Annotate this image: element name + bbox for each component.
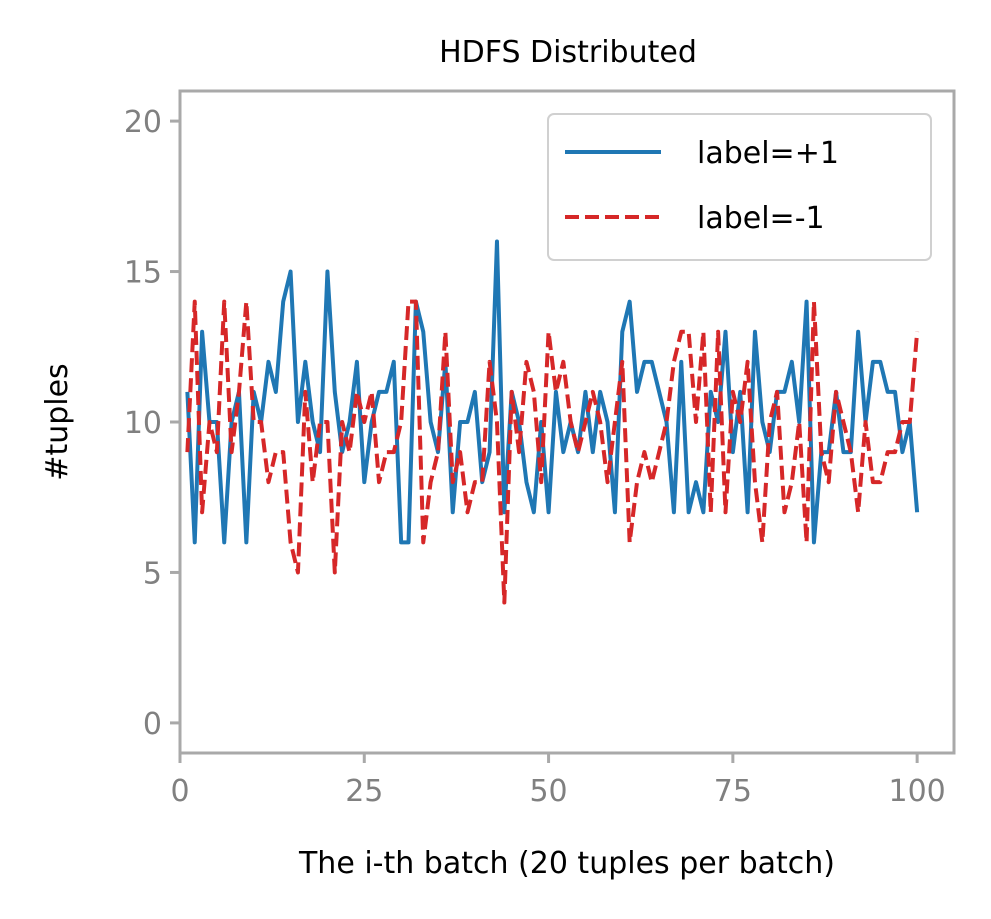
- y-axis: 0 5 10 15 20: [124, 105, 180, 742]
- series-layer: [185, 239, 920, 605]
- y-tick-label: 15: [124, 256, 162, 291]
- x-tick-label: 75: [714, 774, 752, 809]
- series-line-label-minus-1: [185, 299, 920, 605]
- y-tick-label: 0: [143, 707, 162, 742]
- y-tick-label: 10: [124, 406, 162, 441]
- y-axis-title: #tuples: [40, 363, 75, 480]
- legend-label-plus-1: label=+1: [697, 136, 839, 171]
- series-line-label-plus-1: [185, 239, 920, 545]
- y-tick-label: 5: [143, 556, 162, 591]
- y-tick-label: 20: [124, 105, 162, 140]
- legend-label-minus-1: label=-1: [697, 201, 825, 236]
- legend: label=+1 label=-1: [547, 113, 932, 261]
- x-tick-label: 100: [889, 774, 946, 809]
- x-tick-label: 0: [170, 774, 189, 809]
- x-tick-label: 25: [345, 774, 383, 809]
- chart-title: HDFS Distributed: [439, 35, 697, 70]
- x-axis: 0 25 50 75 100: [170, 753, 946, 809]
- x-axis-title: The i-th batch (20 tuples per batch): [298, 846, 835, 881]
- x-tick-label: 50: [529, 774, 567, 809]
